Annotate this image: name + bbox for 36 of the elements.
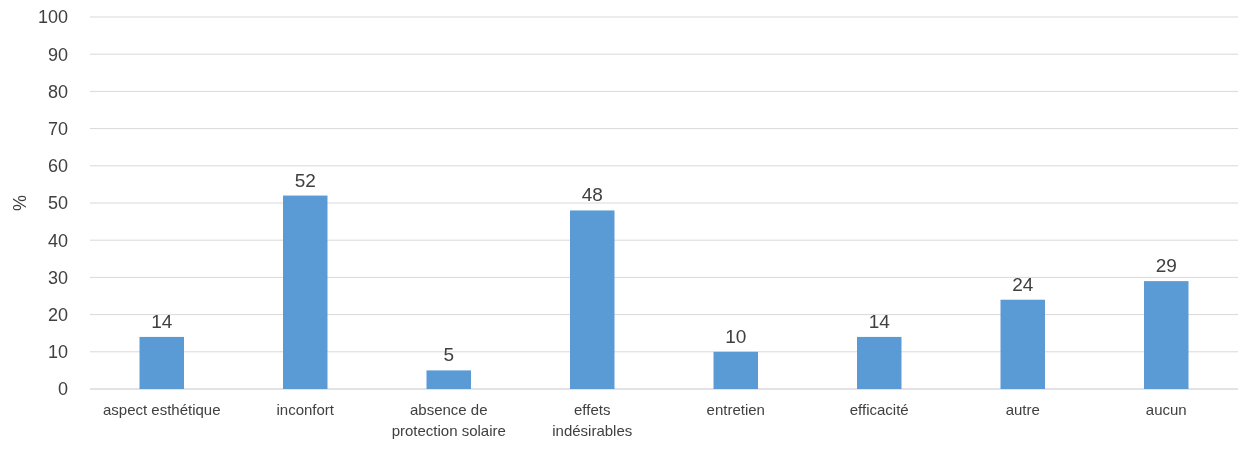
y-tick-label: 10 xyxy=(47,342,68,363)
bar xyxy=(1000,299,1045,389)
data-label: 48 xyxy=(581,184,603,206)
bar xyxy=(1144,281,1189,389)
y-tick-label: 30 xyxy=(47,267,68,288)
x-tick-label: absence de protection solaire xyxy=(391,401,506,439)
y-tick-label: 20 xyxy=(47,304,68,325)
x-tick-label: autre xyxy=(1005,401,1040,418)
bar xyxy=(283,195,328,389)
x-tick-label: entretien xyxy=(706,401,765,418)
x-tick-label: aspect esthétique xyxy=(102,401,221,418)
bar xyxy=(570,210,615,389)
data-label: 14 xyxy=(151,310,173,332)
x-tick-label: inconfort xyxy=(276,401,335,418)
data-label: 24 xyxy=(1012,273,1034,295)
y-tick-label: 0 xyxy=(57,379,68,400)
y-tick-label: 40 xyxy=(47,230,68,251)
bar xyxy=(426,370,471,389)
bar xyxy=(713,351,758,389)
y-tick-label: 70 xyxy=(47,118,68,139)
bar xyxy=(139,336,184,389)
y-tick-label: 80 xyxy=(47,81,68,102)
data-label: 52 xyxy=(294,169,316,191)
bar xyxy=(857,336,902,389)
y-axis-title: % xyxy=(10,194,30,212)
data-label: 5 xyxy=(443,344,455,366)
data-label: 14 xyxy=(868,310,891,332)
x-tick-label: efficacité xyxy=(849,401,909,418)
x-tick-label: effets indésirables xyxy=(552,401,633,439)
y-tick-label: 50 xyxy=(47,193,68,214)
x-tick-label: aucun xyxy=(1145,401,1187,418)
data-label: 29 xyxy=(1155,255,1177,277)
y-tick-label: 100 xyxy=(37,7,68,28)
y-tick-label: 60 xyxy=(47,156,68,177)
y-tick-label: 90 xyxy=(47,44,68,65)
data-label: 10 xyxy=(725,325,747,347)
